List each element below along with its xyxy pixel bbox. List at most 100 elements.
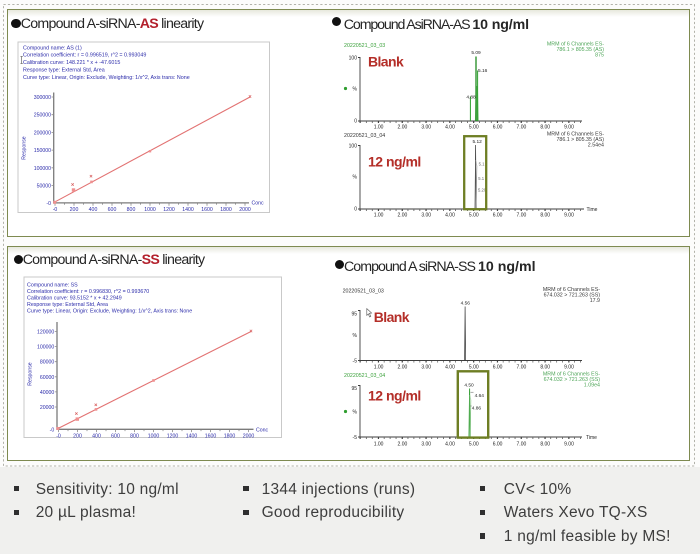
svg-text:600: 600 <box>111 434 120 440</box>
svg-text:250000: 250000 <box>34 113 51 119</box>
svg-text:4.00: 4.00 <box>445 442 455 448</box>
svg-text:120000: 120000 <box>37 330 54 336</box>
svg-text:9.00: 9.00 <box>564 213 574 219</box>
svg-text:1200: 1200 <box>167 434 179 440</box>
svg-text:5.00: 5.00 <box>469 125 479 131</box>
svg-text:2.00: 2.00 <box>398 365 408 371</box>
svg-text:100: 100 <box>349 144 358 150</box>
svg-text:4.00: 4.00 <box>445 125 455 131</box>
svg-text:80000: 80000 <box>40 360 55 366</box>
svg-text:786.1 > 805.35 (AS): 786.1 > 805.35 (AS) <box>556 47 604 53</box>
svg-text:Correlation coefficient: r = 0: Correlation coefficient: r = 0.996830, r… <box>27 289 149 295</box>
svg-text:800: 800 <box>130 434 139 440</box>
svg-text:%: % <box>353 175 358 181</box>
svg-text:Response type: External Std, A: Response type: External Std, Area <box>23 68 105 74</box>
svg-text:400: 400 <box>92 434 101 440</box>
svg-text:5.00: 5.00 <box>469 442 479 448</box>
svg-text:Compound name: AS (1): Compound name: AS (1) <box>23 45 82 51</box>
svg-text:Time: Time <box>587 207 598 213</box>
svg-text:9.00: 9.00 <box>564 365 574 371</box>
svg-text:3.00: 3.00 <box>421 125 431 131</box>
svg-text:1800: 1800 <box>220 207 232 213</box>
svg-text:8.00: 8.00 <box>540 125 550 131</box>
svg-text:Calibration curve: 148.221 * x: Calibration curve: 148.221 * x + -47.601… <box>23 60 120 66</box>
svg-text:20220521_03_03: 20220521_03_03 <box>343 289 384 295</box>
svg-text:9.00: 9.00 <box>564 442 574 448</box>
svg-text:5.1: 5.1 <box>478 176 484 181</box>
svg-text:MRM of 6 Channels ES-: MRM of 6 Channels ES- <box>543 372 600 378</box>
svg-text:Blank: Blank <box>374 309 410 325</box>
svg-text:7.00: 7.00 <box>517 365 527 371</box>
svg-text:7.00: 7.00 <box>517 125 527 131</box>
svg-text:1400: 1400 <box>186 434 198 440</box>
svg-text:20220521_03_04: 20220521_03_04 <box>344 373 385 379</box>
svg-text:5.09: 5.09 <box>471 50 481 56</box>
svg-text:20220521_03_04: 20220521_03_04 <box>344 133 385 139</box>
svg-text:200: 200 <box>70 207 79 213</box>
svg-text:50000: 50000 <box>37 184 52 190</box>
svg-text:674.032 > 721.263 (SS): 674.032 > 721.263 (SS) <box>544 293 601 299</box>
svg-text:%: % <box>353 333 358 339</box>
svg-text:Compound name: SS: Compound name: SS <box>27 282 78 288</box>
svg-text:8.00: 8.00 <box>540 442 550 448</box>
svg-text:5.12: 5.12 <box>473 139 483 145</box>
svg-text:0: 0 <box>354 119 357 125</box>
svg-text:Conc: Conc <box>252 201 265 207</box>
svg-text:4.56: 4.56 <box>461 301 471 307</box>
svg-text:3.00: 3.00 <box>421 442 431 448</box>
svg-text:2.00: 2.00 <box>398 125 408 131</box>
svg-text:Conc: Conc <box>256 427 269 433</box>
svg-text:1200: 1200 <box>163 207 175 213</box>
svg-text:%: % <box>353 87 358 93</box>
svg-text:Blank: Blank <box>368 54 404 70</box>
svg-text:5.16: 5.16 <box>478 68 488 74</box>
svg-text:20220521_03_03: 20220521_03_03 <box>344 43 385 49</box>
svg-text:100: 100 <box>349 56 358 62</box>
svg-text:6.00: 6.00 <box>493 442 503 448</box>
svg-text:150000: 150000 <box>34 148 51 154</box>
svg-text:-0: -0 <box>53 207 58 213</box>
svg-text:Calibration curve: 93.5152 * x: Calibration curve: 93.5152 * x + 42.2949 <box>27 295 122 301</box>
svg-text:5.1: 5.1 <box>479 162 485 167</box>
svg-text:-0: -0 <box>56 434 61 440</box>
svg-text:875: 875 <box>595 53 604 59</box>
svg-text:MRM of 6 Channels ES-: MRM of 6 Channels ES- <box>547 42 604 48</box>
svg-text:2.00: 2.00 <box>398 213 408 219</box>
svg-text:2.54e4: 2.54e4 <box>588 143 604 149</box>
svg-text:Correlation coefficient: r = 0: Correlation coefficient: r = 0.996519, r… <box>23 53 146 59</box>
svg-text:100000: 100000 <box>37 345 54 351</box>
svg-text:3.00: 3.00 <box>421 365 431 371</box>
svg-text:5.00: 5.00 <box>469 365 479 371</box>
svg-text:800: 800 <box>127 207 136 213</box>
svg-text:1.00: 1.00 <box>374 213 384 219</box>
svg-text:7.00: 7.00 <box>517 213 527 219</box>
svg-text:-5: -5 <box>353 435 358 441</box>
svg-text:1600: 1600 <box>205 434 217 440</box>
svg-text:Response: Response <box>22 136 28 159</box>
svg-text:600: 600 <box>108 207 117 213</box>
svg-text:2.00: 2.00 <box>398 442 408 448</box>
svg-text:1000: 1000 <box>148 434 160 440</box>
svg-text:Response type: External Std, A: Response type: External Std, Area <box>27 302 108 308</box>
svg-text:20000: 20000 <box>40 405 55 411</box>
svg-text:12 ng/ml: 12 ng/ml <box>368 154 421 170</box>
svg-text:4.88: 4.88 <box>466 95 476 101</box>
svg-text:400: 400 <box>89 207 98 213</box>
svg-text:5.20: 5.20 <box>478 188 487 193</box>
svg-text:1.00: 1.00 <box>374 125 384 131</box>
svg-text:-0: -0 <box>46 201 51 207</box>
svg-text:12 ng/ml: 12 ng/ml <box>368 388 421 404</box>
svg-text:9.00: 9.00 <box>564 125 574 131</box>
svg-text:40000: 40000 <box>40 390 55 396</box>
svg-text:4.00: 4.00 <box>445 365 455 371</box>
svg-text:5.00: 5.00 <box>469 213 479 219</box>
svg-text:-5: -5 <box>353 359 358 365</box>
svg-text:8.00: 8.00 <box>540 213 550 219</box>
svg-text:4.86: 4.86 <box>472 406 482 412</box>
svg-text:MRM of 6 Channels ES-: MRM of 6 Channels ES- <box>547 132 604 138</box>
svg-text:100000: 100000 <box>34 166 51 172</box>
svg-text:Curve type: Linear, Origin: Ex: Curve type: Linear, Origin: Exclude, Wei… <box>23 75 190 81</box>
svg-text:4.50: 4.50 <box>464 382 474 388</box>
svg-text:300000: 300000 <box>34 95 51 101</box>
svg-text:4.00: 4.00 <box>445 213 455 219</box>
